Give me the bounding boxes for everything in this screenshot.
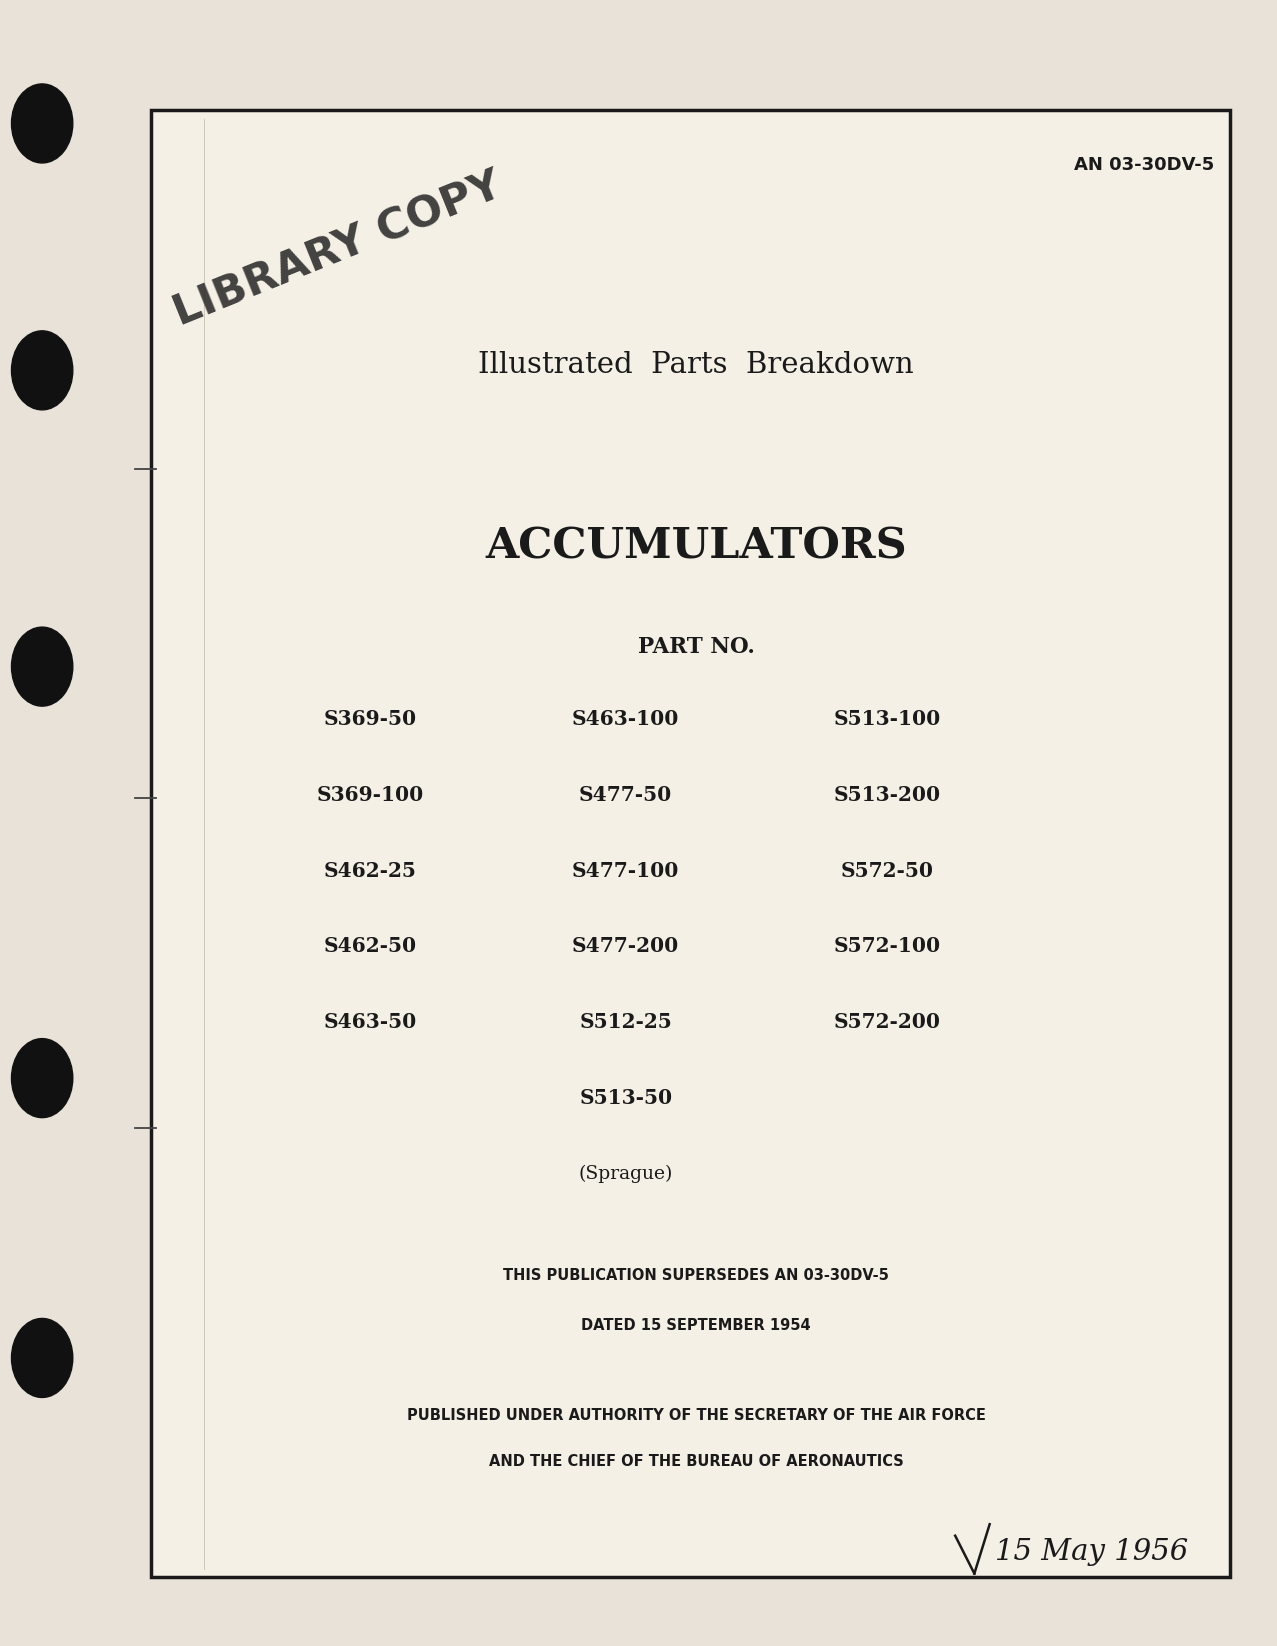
Text: PUBLISHED UNDER AUTHORITY OF THE SECRETARY OF THE AIR FORCE: PUBLISHED UNDER AUTHORITY OF THE SECRETA… xyxy=(406,1407,986,1424)
Text: S512-25: S512-25 xyxy=(580,1012,672,1032)
Text: S463-100: S463-100 xyxy=(572,709,679,729)
Text: THIS PUBLICATION SUPERSEDES AN 03-30DV-5: THIS PUBLICATION SUPERSEDES AN 03-30DV-5 xyxy=(503,1267,889,1284)
Text: AN 03-30DV-5: AN 03-30DV-5 xyxy=(1074,156,1214,174)
Text: Illustrated  Parts  Breakdown: Illustrated Parts Breakdown xyxy=(478,351,914,380)
Text: S369-100: S369-100 xyxy=(317,785,424,805)
Text: 15 May 1956: 15 May 1956 xyxy=(995,1537,1189,1567)
Text: S463-50: S463-50 xyxy=(323,1012,418,1032)
Circle shape xyxy=(11,1318,73,1397)
Text: S513-50: S513-50 xyxy=(580,1088,672,1108)
Text: S369-50: S369-50 xyxy=(324,709,416,729)
Text: S572-200: S572-200 xyxy=(834,1012,941,1032)
Text: S462-25: S462-25 xyxy=(324,861,416,881)
Bar xyxy=(151,110,1230,1577)
Text: LIBRARY COPY: LIBRARY COPY xyxy=(169,165,508,336)
Text: S477-50: S477-50 xyxy=(578,785,673,805)
Text: PART NO.: PART NO. xyxy=(637,635,755,658)
Text: S477-100: S477-100 xyxy=(572,861,679,881)
Circle shape xyxy=(11,331,73,410)
Text: S572-50: S572-50 xyxy=(842,861,933,881)
Circle shape xyxy=(11,84,73,163)
Text: (Sprague): (Sprague) xyxy=(578,1164,673,1183)
Text: AND THE CHIEF OF THE BUREAU OF AERONAUTICS: AND THE CHIEF OF THE BUREAU OF AERONAUTI… xyxy=(489,1453,903,1470)
Text: ACCUMULATORS: ACCUMULATORS xyxy=(485,525,907,568)
Text: S513-200: S513-200 xyxy=(834,785,941,805)
Text: S513-100: S513-100 xyxy=(834,709,941,729)
Circle shape xyxy=(11,1039,73,1118)
Text: DATED 15 SEPTEMBER 1954: DATED 15 SEPTEMBER 1954 xyxy=(581,1317,811,1333)
Circle shape xyxy=(11,627,73,706)
Text: S572-100: S572-100 xyxy=(834,937,941,956)
Text: S477-200: S477-200 xyxy=(572,937,679,956)
Text: S462-50: S462-50 xyxy=(324,937,416,956)
